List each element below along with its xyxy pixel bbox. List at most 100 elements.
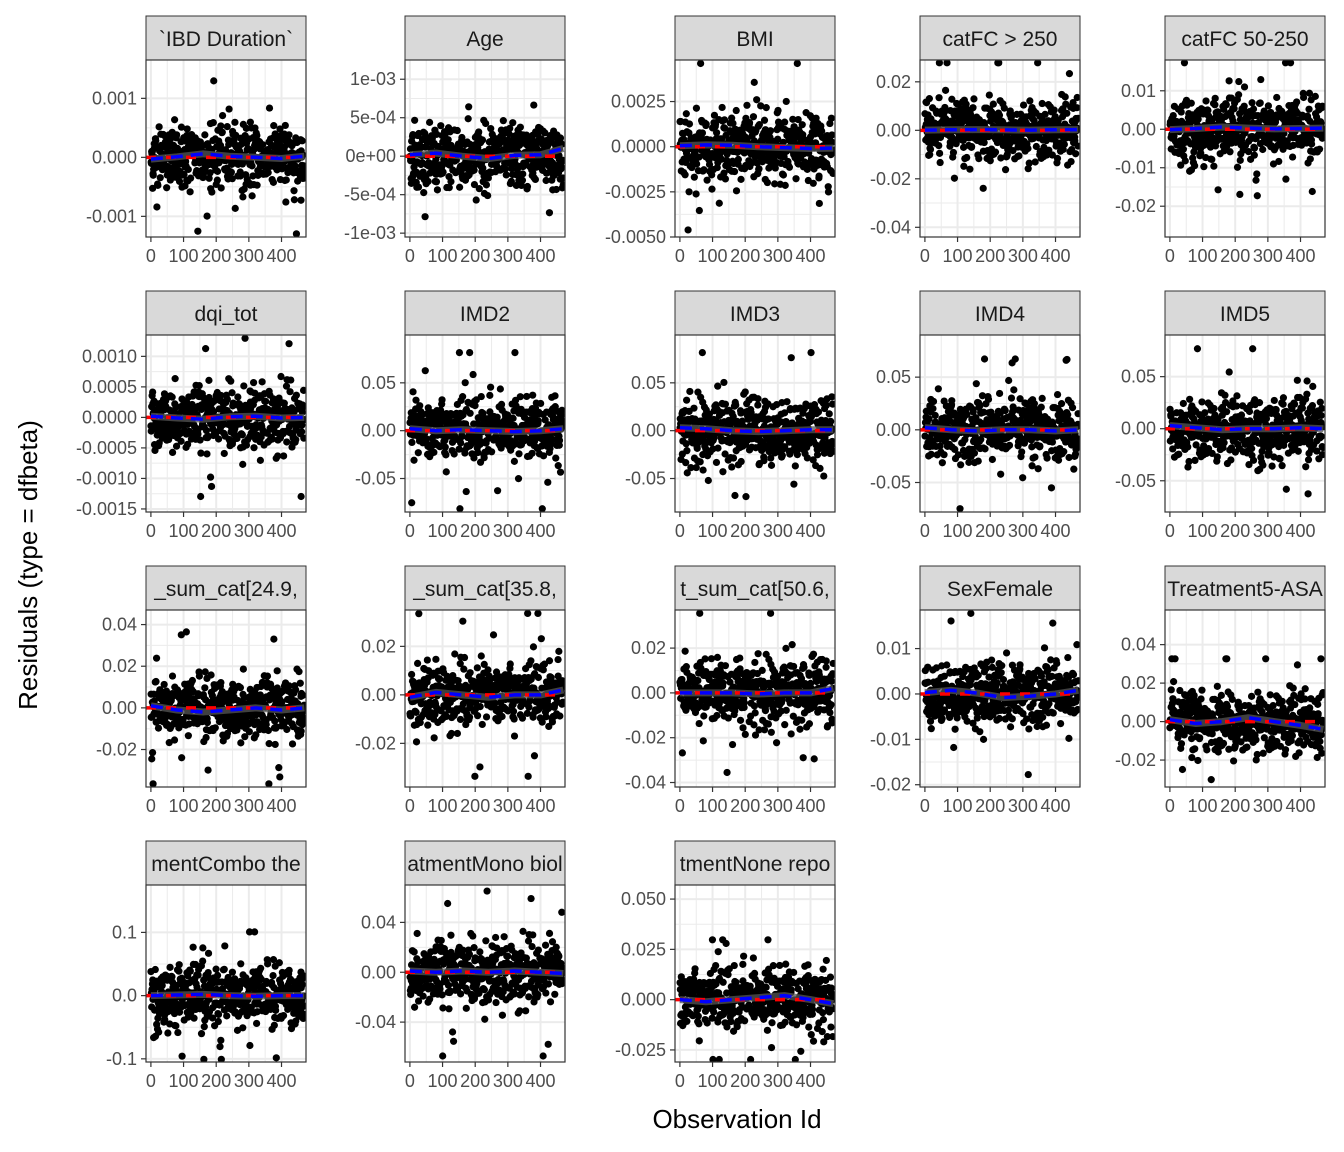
residual-point (927, 450, 935, 458)
residual-point (421, 367, 429, 375)
residual-point (1061, 93, 1069, 101)
residual-point (734, 155, 742, 163)
plot-area (675, 60, 835, 237)
residual-point (1073, 439, 1080, 447)
x-tick-label: 100 (943, 521, 973, 541)
residual-point (187, 174, 195, 182)
residual-point (203, 212, 211, 220)
residual-point (447, 177, 455, 186)
residual-point (408, 438, 416, 447)
y-tick-label: 0.00 (361, 421, 396, 441)
residual-point (696, 458, 704, 466)
residual-point (1244, 148, 1253, 156)
residual-point (779, 171, 788, 179)
residual-point (781, 181, 789, 189)
facet-strip (1164, 15, 1326, 61)
residual-point (951, 445, 959, 454)
residual-point (559, 181, 565, 189)
residual-point (1270, 396, 1278, 405)
residual-point (825, 410, 833, 418)
smooth-trend-line (409, 146, 564, 161)
residual-point (732, 187, 741, 195)
x-tick-label: 400 (525, 246, 555, 266)
x-tick-label: 100 (169, 521, 199, 541)
residual-point (1211, 94, 1219, 102)
residual-point (507, 177, 515, 185)
residual-point (223, 123, 231, 131)
residual-point (472, 196, 480, 204)
residual-point (1245, 461, 1253, 469)
panel-border (919, 334, 1081, 513)
residual-point (1043, 454, 1051, 462)
residual-point (754, 401, 762, 409)
residual-point (1009, 146, 1017, 155)
residual-point (683, 469, 691, 477)
residual-point (173, 131, 181, 139)
residual-point (980, 408, 988, 416)
residual-point (718, 103, 726, 112)
residual-point (1001, 406, 1009, 415)
residual-point (1050, 106, 1058, 114)
x-tick-label: 0 (405, 521, 415, 541)
residual-point (149, 171, 157, 179)
residual-point (244, 144, 252, 153)
residual-point (201, 131, 209, 139)
residual-point (1208, 449, 1216, 458)
residual-point (985, 91, 993, 99)
residual-point (231, 118, 239, 126)
residual-point (218, 112, 227, 120)
residual-point (1191, 456, 1199, 465)
residual-point (980, 138, 988, 147)
facet-panel: IMD2-0.050.000.050 100 200 300 400 (355, 290, 566, 541)
residual-point (523, 392, 531, 401)
facet-panel: dqi_tot-0.0015-0.0010-0.00050.00000.0005… (76, 290, 307, 541)
residual-point (1250, 144, 1259, 152)
residual-point (1074, 142, 1080, 150)
residual-point (995, 111, 1004, 119)
residual-point (1288, 153, 1297, 161)
residual-point (764, 415, 773, 423)
residual-point (685, 120, 694, 128)
residual-point (217, 391, 225, 400)
residual-point (935, 94, 943, 102)
residual-point (755, 121, 763, 129)
residual-point (741, 388, 749, 396)
residual-point (763, 178, 772, 187)
residual-point (1306, 155, 1314, 163)
residual-point (1275, 157, 1283, 166)
residual-point (948, 397, 956, 405)
residual-point (421, 129, 429, 137)
x-tick-label: 200 (460, 521, 490, 541)
residual-point (981, 445, 989, 453)
x-tick-label: 400 (1285, 246, 1315, 266)
residual-point (444, 136, 452, 144)
residual-point (484, 191, 492, 200)
residual-point (466, 409, 474, 417)
residual-point (209, 118, 217, 127)
x-tick-label: 400 (795, 521, 825, 541)
residual-point (538, 505, 546, 512)
residual-point (516, 123, 524, 131)
residual-point (486, 391, 494, 399)
x-tick-label: 0 (920, 246, 930, 266)
residual-point (699, 466, 707, 474)
residual-point (430, 448, 438, 456)
residual-point (177, 437, 185, 445)
residual-point (952, 140, 960, 148)
residual-point (248, 192, 256, 200)
residual-point (214, 435, 223, 443)
residual-point (455, 349, 464, 357)
residual-point (713, 129, 721, 137)
facet-panel: catFC 50-250-0.02-0.010.000.010 100 200 300… (1115, 15, 1326, 266)
residual-point (732, 401, 740, 409)
residual-point (1037, 403, 1045, 411)
residual-point (828, 393, 835, 401)
residual-point (497, 400, 506, 409)
residual-point (1074, 410, 1080, 418)
residual-point (828, 131, 835, 139)
residual-point (262, 397, 270, 405)
smooth-trend-line (150, 152, 305, 161)
smooth-trend-line (924, 127, 1079, 132)
residual-point (281, 121, 289, 130)
